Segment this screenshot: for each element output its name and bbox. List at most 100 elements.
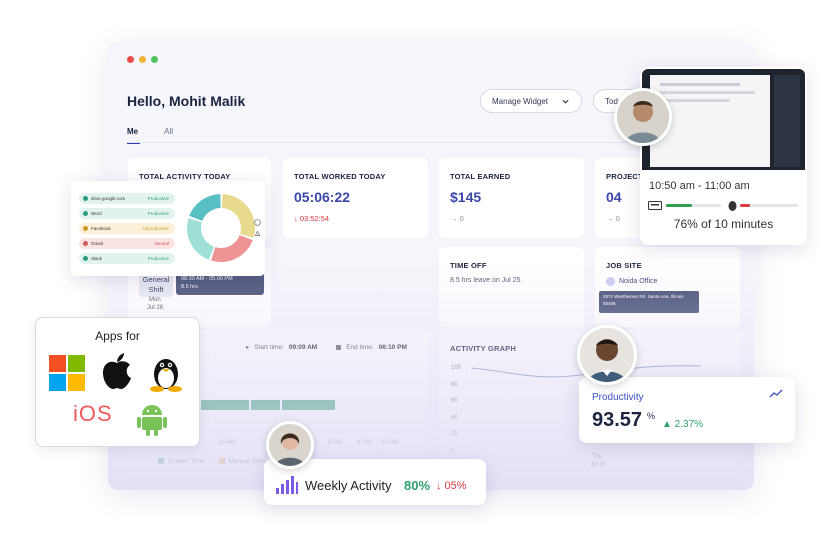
app-usage-row[interactable]: Slack Productive [79,253,175,264]
y-tick: 20 [451,431,458,437]
tab-divider [127,142,735,143]
tick-label: 6 PM [328,440,343,446]
keyboard-activity-bar [666,204,721,207]
app-usage-site-label: drive.google.com [91,196,126,201]
weekly-activity-change: ↓ 05% [436,480,467,492]
windows-icon[interactable] [49,355,85,391]
job-site-office: Noida Office [606,277,657,286]
activity-graph-yaxis: 100 80 60 40 20 0 [451,360,461,459]
app-usage-tag: Unproductive [142,226,169,231]
avatar [266,421,314,469]
app-usage-site: drive.google.com [83,196,125,201]
site-icon [83,211,88,216]
time-off-title: TIME OFF [450,261,487,270]
total-worked-delta: ↓ 03:52:54 [294,214,330,223]
screenshot-time-range: 10:50 am - 11:00 am [649,180,750,192]
donut-slice [221,194,255,238]
y-tick: 0 [451,447,455,454]
play-icon: ▸ [246,344,250,351]
app-usage-site: Facebook [83,226,111,231]
app-usage-site: Word [83,211,102,216]
ios-icon[interactable]: iOS [73,401,113,426]
projects-delta: → 0 [606,214,620,223]
screenshot-thumbnail[interactable] [642,69,805,170]
projects-value: 04 [606,189,622,205]
total-earned-title: TOTAL EARNED [450,172,511,181]
maximize-dot[interactable] [151,56,158,63]
timeline-legend: Screen Time Manual Time [158,458,266,465]
timeline-axis: 10 AM 6 PM 8 PM 10 PM [218,440,418,446]
app-usage-row[interactable]: Gmail Neutral [79,238,175,249]
apps-panel: Apps for iOS [35,317,200,447]
stop-icon [336,344,342,350]
manage-widget-label: Manage Widget [492,96,549,106]
app-usage-tag: Neutral [154,241,169,246]
total-earned-value: $145 [450,189,482,205]
mouse-activity-fill [740,204,751,207]
weekly-activity-value: 80% [404,478,431,493]
screenshot-sidebar [774,75,800,167]
donut-slice [189,194,221,221]
screenshot-line [660,83,740,86]
end-time-label: End time: [346,343,374,351]
legend-manual-time: Manual Time [218,458,266,465]
screen-time-bar [201,400,335,410]
user-photo-icon [580,328,634,382]
time-off-card: TIME OFF 8.5 hrs leave on Jul 25. [439,247,584,327]
activity-graph-title: ACTIVITY GRAPH [450,344,517,353]
screen-time-segment [251,400,281,410]
donut-slice [211,235,253,262]
android-icon[interactable] [137,402,167,436]
keyboard-activity-fill [666,204,693,207]
map-pin-icon [606,277,615,286]
shift-day: Mon [149,297,161,303]
app-usage-site-label: Word [91,211,102,216]
apps-panel-title: Apps for [95,329,140,343]
app-usage-site-label: Gmail [91,241,103,246]
app-usage-row[interactable]: Facebook Unproductive [79,223,175,234]
legend-screen-time: Screen Time [158,458,205,465]
app-usage-site-label: Slack [91,256,103,261]
productivity-value: 93.57 [592,409,643,431]
avatar [614,88,672,146]
tab-me[interactable]: Me [127,127,141,144]
minimize-dot[interactable] [139,56,146,63]
app-usage-row[interactable]: Word Productive [79,208,175,219]
close-dot[interactable] [127,56,134,63]
legend-screen-label: Screen Time [168,458,205,465]
app-usage-site: Slack [83,256,102,261]
page-title: Hello, Mohit Malik [127,93,246,109]
app-usage-row[interactable]: drive.google.com Productive [79,193,175,204]
productivity-change: ▲ 2.37% [662,419,704,430]
job-site-office-label: Noida Office [619,278,658,285]
end-time-value: 06:10 PM [378,343,407,351]
job-site-address: 2972 Westheimer Rd. Santa Ana, Illinois … [599,291,699,313]
timeline-times: ▸ Start time: 09:09 AM End time: 06:10 P… [246,343,407,352]
linux-icon[interactable] [149,352,183,392]
productivity-card: Productivity 93.57 % ▲ 2.37% [579,377,795,443]
job-site-card: JOB SITE Noida Office 2972 Westheimer Rd… [595,247,740,327]
site-icon [83,256,88,261]
user-photo-icon [269,424,311,466]
mouse-icon [728,201,737,211]
app-usage-tag: Productive [147,196,169,201]
screen-time-segment [201,400,250,410]
time-off-text: 8.5 hrs leave on Jul 25. [450,277,523,284]
productivity-label: Productivity [592,392,644,403]
tab-all[interactable]: All [164,127,174,136]
trend-up-icon [769,389,783,398]
donut-slice [187,218,214,260]
screenshot-card: 10:50 am - 11:00 am 76% of 10 minutes [640,67,807,245]
shift-tooltip-hours: 8.5 hrs [181,284,198,290]
manage-widget-button[interactable]: Manage Widget [480,89,582,113]
apple-icon[interactable] [100,352,134,390]
app-usage-popup: drive.google.com Productive Word Productive… [71,181,265,276]
weekly-activity-card: Weekly Activity 80% ↓ 05% [264,459,486,505]
shift-tooltip-time: 08:30 AM - 05:00 PM [181,276,233,282]
tick-label: 10 PM [381,440,399,446]
y-tick: 100 [451,365,462,371]
total-worked-card: TOTAL WORKED TODAY 05:06:22 ↓ 03:52:54 [283,158,428,238]
user-photo-icon [617,91,669,143]
graph-date: Jul 30 [590,462,607,468]
total-worked-value: 05:06:22 [294,189,351,205]
